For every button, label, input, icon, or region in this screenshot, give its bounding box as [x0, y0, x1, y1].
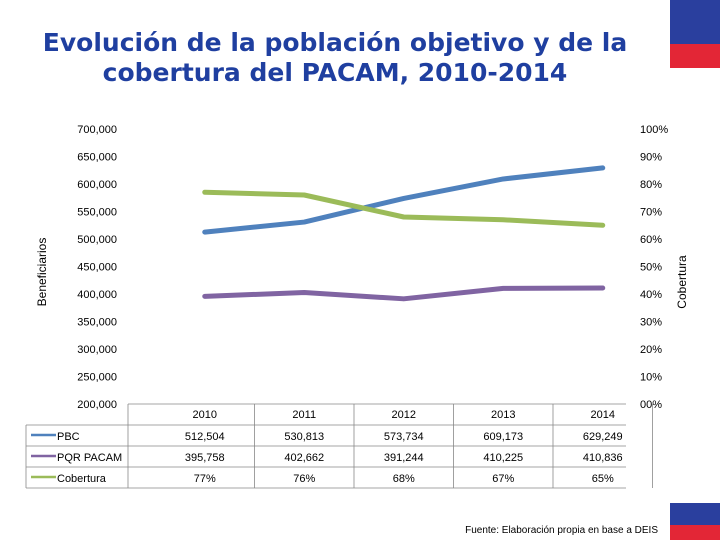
y2-tick-label: 60%: [640, 234, 662, 246]
data-label: 410,836: [583, 452, 623, 464]
x-tick-label: 2010: [193, 409, 217, 421]
y2-tick-label: 70%: [640, 207, 662, 219]
flag-red-stripe: [670, 44, 720, 68]
legend-label: PQR PACAM: [57, 452, 122, 464]
flag-red-stripe-bottom: [670, 525, 720, 540]
flag-blue-stripe: [670, 0, 720, 44]
flag-decoration-bottom: [670, 503, 720, 540]
y-tick-label: 300,000: [77, 344, 117, 356]
y-tick-label: 650,000: [77, 152, 117, 164]
y2-tick-label: 80%: [640, 179, 662, 191]
y-tick-label: 250,000: [77, 372, 117, 384]
y-tick-label: 450,000: [77, 262, 117, 274]
data-label: 609,173: [483, 431, 523, 443]
data-label: 530,813: [284, 431, 324, 443]
data-label: 512,504: [185, 431, 225, 443]
data-label: 65%: [592, 473, 614, 485]
x-tick-label: 2011: [292, 409, 316, 421]
y-axis-title: Beneficiarios: [35, 238, 49, 307]
y-tick-label: 600,000: [77, 179, 117, 191]
data-label: 573,734: [384, 431, 424, 443]
y2-tick-label: 100%: [640, 124, 668, 136]
data-label: 629,249: [583, 431, 623, 443]
x-tick-label: 2012: [392, 409, 416, 421]
y-tick-label: 400,000: [77, 289, 117, 301]
y2-axis-title: Cobertura: [675, 255, 689, 309]
y-tick-label: 500,000: [77, 234, 117, 246]
flag-blue-stripe-bottom: [670, 503, 720, 525]
data-label: 402,662: [284, 452, 324, 464]
data-label: 410,225: [483, 452, 523, 464]
y2-tick-label: 30%: [640, 317, 662, 329]
y2-tick-label: 10%: [640, 372, 662, 384]
chart-title: Evolución de la población objetivo y de …: [42, 28, 628, 87]
x-tick-label: 2014: [591, 409, 615, 421]
y2-tick-label: 20%: [640, 344, 662, 356]
legend-label: PBC: [57, 431, 80, 443]
flag-decoration: [670, 0, 720, 68]
y-tick-label: 550,000: [77, 207, 117, 219]
x-tick-label: 2013: [491, 409, 515, 421]
data-label: 391,244: [384, 452, 424, 464]
series-line-pqr-pacam: [202, 285, 606, 302]
source-note: Fuente: Elaboración propia en base a DEI…: [465, 525, 658, 536]
y2-tick-label: 00%: [640, 399, 662, 411]
y2-tick-label: 40%: [640, 289, 662, 301]
y-tick-label: 700,000: [77, 124, 117, 136]
y2-tick-label: 50%: [640, 262, 662, 274]
data-label: 76%: [293, 473, 315, 485]
data-label: 67%: [492, 473, 514, 485]
y-tick-label: 350,000: [77, 317, 117, 329]
data-label: 77%: [194, 473, 216, 485]
y-tick-label: 200,000: [77, 399, 117, 411]
data-label: 395,758: [185, 452, 225, 464]
y2-tick-label: 90%: [640, 152, 662, 164]
data-label: 68%: [393, 473, 415, 485]
legend-label: Cobertura: [57, 473, 107, 485]
